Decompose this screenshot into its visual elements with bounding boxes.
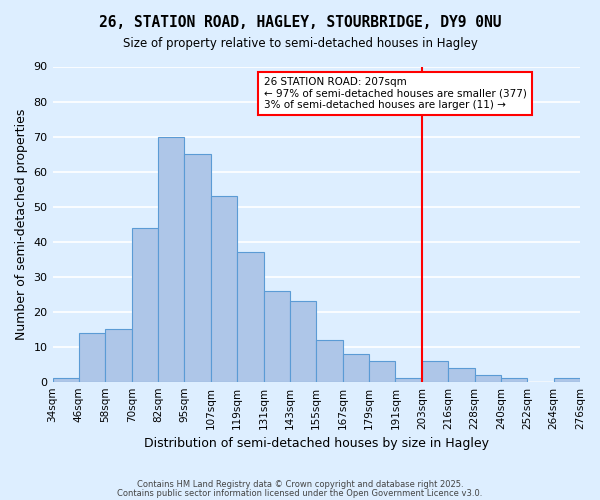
Bar <box>184 154 211 382</box>
Text: Contains HM Land Registry data © Crown copyright and database right 2025.: Contains HM Land Registry data © Crown c… <box>137 480 463 489</box>
Bar <box>105 329 131 382</box>
X-axis label: Distribution of semi-detached houses by size in Hagley: Distribution of semi-detached houses by … <box>144 437 489 450</box>
Bar <box>79 332 105 382</box>
Bar <box>501 378 527 382</box>
Bar <box>343 354 369 382</box>
Text: Size of property relative to semi-detached houses in Hagley: Size of property relative to semi-detach… <box>122 38 478 51</box>
Bar <box>554 378 580 382</box>
Bar <box>158 136 184 382</box>
Bar <box>211 196 237 382</box>
Y-axis label: Number of semi-detached properties: Number of semi-detached properties <box>15 108 28 340</box>
Bar <box>369 360 395 382</box>
Bar <box>422 360 448 382</box>
Bar <box>131 228 158 382</box>
Bar <box>290 301 316 382</box>
Bar <box>316 340 343 382</box>
Bar <box>263 290 290 382</box>
Bar <box>475 374 501 382</box>
Text: Contains public sector information licensed under the Open Government Licence v3: Contains public sector information licen… <box>118 489 482 498</box>
Text: 26 STATION ROAD: 207sqm
← 97% of semi-detached houses are smaller (377)
3% of se: 26 STATION ROAD: 207sqm ← 97% of semi-de… <box>263 77 526 110</box>
Bar <box>448 368 475 382</box>
Text: 26, STATION ROAD, HAGLEY, STOURBRIDGE, DY9 0NU: 26, STATION ROAD, HAGLEY, STOURBRIDGE, D… <box>99 15 501 30</box>
Bar <box>395 378 422 382</box>
Bar <box>53 378 79 382</box>
Bar <box>237 252 263 382</box>
